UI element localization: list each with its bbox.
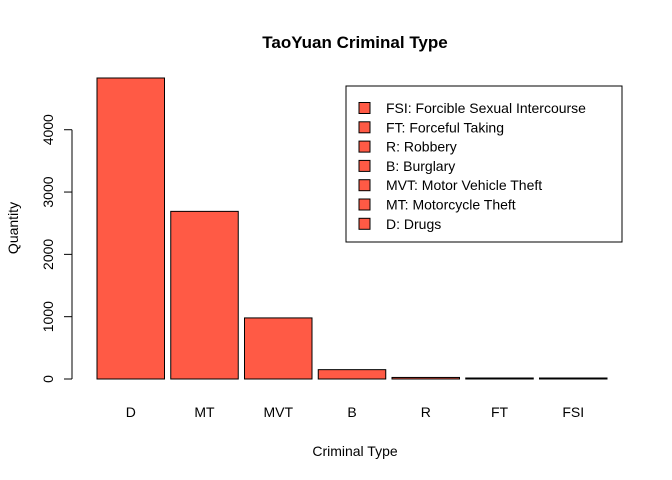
y-axis: 0 1000 2000 3000 4000: [40, 114, 73, 383]
legend-entry: MT: Motorcycle Theft: [386, 197, 516, 213]
bar-fsi: [539, 377, 608, 380]
bar-b: [317, 369, 387, 380]
y-tick-label: 0: [40, 375, 56, 383]
legend-swatch: [358, 217, 371, 230]
y-tick-label: 1000: [40, 301, 56, 332]
legend-swatch: [358, 102, 371, 114]
x-tick-label: MT: [194, 404, 215, 420]
legend-swatch: [358, 159, 371, 172]
y-tick-label: 2000: [40, 239, 56, 270]
legend-swatch: [358, 179, 371, 192]
legend-box: [345, 85, 623, 243]
bar-r: [391, 376, 460, 380]
bars: [96, 77, 608, 380]
x-tick-label: R: [421, 404, 431, 420]
legend-entry: B: Burglary: [386, 158, 455, 174]
y-tick-label: 4000: [40, 114, 56, 145]
legend-entry: FSI: Forcible Sexual Intercourse: [386, 100, 586, 116]
legend-swatch: [358, 140, 371, 153]
legend-swatch: [358, 198, 371, 211]
x-tick-label: B: [347, 404, 356, 420]
y-axis-label: Quantity: [5, 202, 21, 254]
legend-entry: MVT: Motor Vehicle Theft: [386, 177, 542, 193]
bar-ft: [465, 377, 534, 380]
bar-mt: [170, 210, 239, 380]
legend-entry: R: Robbery: [386, 139, 457, 155]
x-axis-label: Criminal Type: [312, 443, 398, 459]
x-tick-label: MVT: [263, 404, 293, 420]
bar-mvt: [244, 317, 313, 380]
bar-d: [96, 77, 165, 380]
legend-entry: FT: Forceful Taking: [386, 119, 504, 135]
legend-swatch: [358, 121, 371, 134]
x-tick-label: D: [126, 404, 136, 420]
legend-entry: D: Drugs: [386, 216, 441, 232]
legend: FSI: Forcible Sexual Intercourse FT: Forc…: [345, 85, 623, 243]
x-tick-label: FT: [491, 404, 509, 420]
y-tick-label: 3000: [40, 176, 56, 207]
chart-title: TaoYuan Criminal Type: [262, 33, 447, 52]
x-tick-label: FSI: [562, 404, 584, 420]
x-tick-labels: D MT MVT B R FT FSI: [126, 404, 584, 420]
